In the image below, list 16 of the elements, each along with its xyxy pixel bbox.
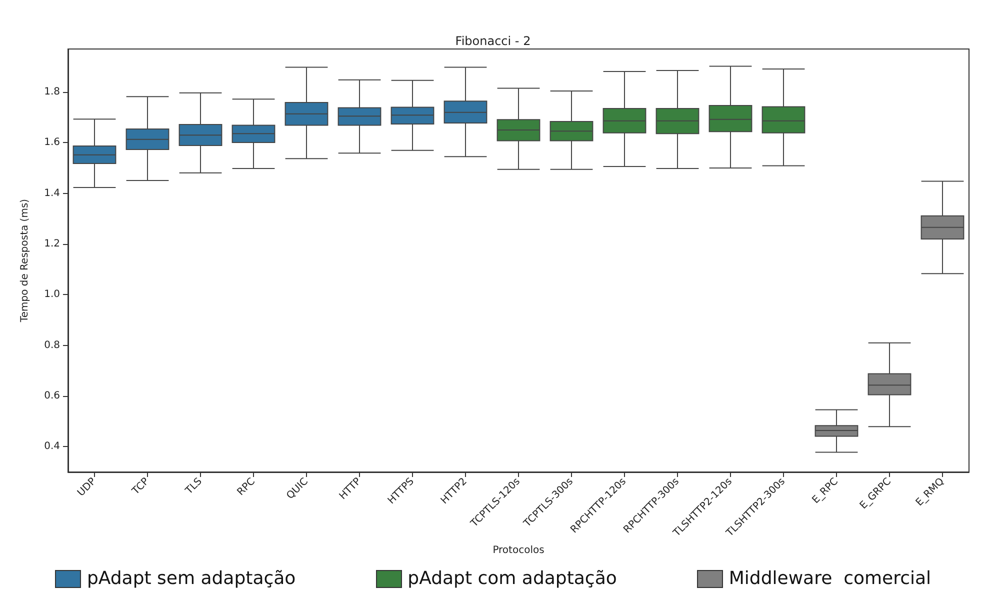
chart-title: Fibonacci - 2 (455, 34, 531, 48)
y-axis-title: Tempo de Resposta (ms) (20, 198, 30, 324)
y-tick-label: 0.8 (44, 340, 60, 351)
y-tick-label: 1.0 (44, 289, 60, 300)
text: pAdapt com adaptação (408, 568, 617, 589)
y-tick-label: 1.2 (44, 238, 60, 250)
text: Middleware comercial (728, 568, 932, 589)
y-tick-label: 1.4 (44, 188, 60, 199)
x-tick-label: TLS (183, 476, 204, 498)
y-tick-label: 1.8 (44, 86, 60, 98)
y-tick-label: 1.6 (44, 137, 60, 148)
y-tick-label: 0.6 (44, 390, 60, 402)
x-axis-title: Protocolos (492, 545, 544, 556)
x-tick-label: TCP (130, 476, 152, 498)
y-tick-label: 0.4 (44, 441, 60, 452)
text: pAdapt sem adaptação (86, 568, 296, 589)
